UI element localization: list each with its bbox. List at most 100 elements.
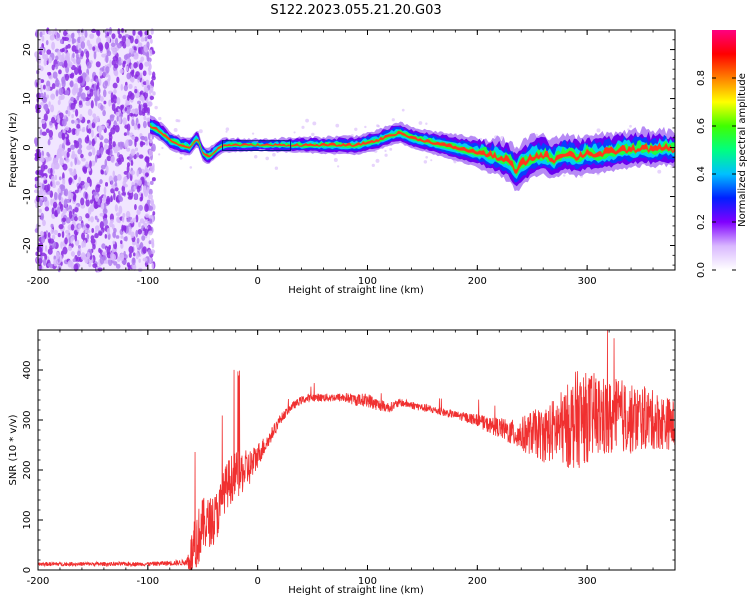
noise-speckle [53,258,58,267]
noise-speckle [123,84,129,92]
noise-speckle [98,231,103,237]
noise-speckle [126,130,130,136]
noise-speckle [94,135,98,141]
noise-speckle [78,100,83,106]
noise-speckle [148,188,153,195]
noise-speckle [103,89,107,98]
noise-speckle [143,91,149,99]
noise-speckle [119,68,124,74]
ridge-halo-speckle [198,129,203,134]
noise-speckle [39,156,45,163]
noise-speckle [87,90,90,95]
noise-speckle [85,75,90,83]
noise-speckle [106,50,112,57]
noise-speckle [76,123,81,129]
noise-speckle [130,170,136,175]
noise-speckle [60,197,64,204]
noise-speckle [149,49,153,57]
noise-speckle [43,175,47,181]
noise-speckle [102,195,106,203]
noise-speckle [103,138,109,144]
noise-speckle [123,225,127,233]
noise-speckle [78,216,81,221]
noise-speckle [67,260,73,268]
noise-speckle [71,37,75,45]
noise-speckle [46,151,50,157]
noise-speckle [96,184,101,188]
colorbar-tick-label: 0.8 [696,70,707,86]
noise-speckle [139,62,143,70]
noise-speckle [94,98,98,107]
noise-speckle [144,36,148,42]
noise-speckle [91,123,96,129]
noise-speckle [48,101,51,107]
ridge-halo-speckle [384,153,388,157]
ridge-halo-speckle [189,166,193,169]
noise-speckle [110,188,115,194]
noise-speckle [72,57,76,64]
noise-speckle [72,258,76,263]
spectrogram-noise-region [33,26,676,273]
noise-speckle [58,54,64,62]
noise-speckle [93,83,97,91]
noise-speckle [108,26,112,35]
ridge-halo-speckle [265,156,270,161]
ridge-band-green [150,122,675,177]
noise-speckle [99,96,104,102]
ridge-halo-speckle [657,169,662,174]
noise-speckle [109,213,114,222]
noise-speckle [144,61,150,67]
x-tick-label: -200 [27,276,50,287]
noise-speckle [66,151,70,158]
noise-speckle [118,154,124,160]
noise-speckle [64,237,68,245]
noise-speckle [81,157,86,162]
noise-speckle [123,132,128,136]
noise-speckle [67,245,73,251]
noise-speckle [136,169,140,177]
noise-speckle [61,133,65,141]
noise-speckle [146,160,150,168]
noise-speckle [125,38,131,47]
noise-speckle [114,37,119,45]
noise-speckle [139,72,143,79]
noise-speckle [129,35,134,44]
noise-speckle [92,243,96,250]
noise-speckle [121,35,127,44]
noise-speckle [54,210,58,217]
colorbar-tick-label: 0.6 [696,118,707,134]
noise-speckle [58,224,64,230]
noise-speckle [92,191,98,196]
noise-speckle [123,176,128,183]
noise-speckle [150,38,153,44]
noise-speckle [139,196,143,202]
noise-speckle [144,156,150,161]
noise-speckle [108,133,113,141]
noise-speckle [124,139,129,148]
noise-speckle [151,262,154,270]
noise-speckle [94,203,99,209]
noise-speckle [134,203,137,211]
noise-speckle [79,86,83,93]
noise-speckle [132,263,137,271]
noise-speckle [143,115,147,121]
noise-speckle [100,125,106,130]
noise-speckle [137,100,142,105]
noise-speckle [142,185,147,190]
noise-speckle [91,28,97,34]
noise-speckle [117,28,121,35]
noise-speckle [94,225,100,232]
noise-speckle [113,89,117,94]
noise-speckle [140,135,146,140]
x-tick-label: 300 [578,276,597,287]
ridge-halo-speckle [175,119,179,123]
noise-speckle [105,259,109,264]
noise-speckle [111,248,117,253]
noise-speckle [134,38,139,45]
noise-speckle [152,91,156,96]
noise-speckle [61,47,65,52]
noise-speckle [125,210,131,219]
noise-speckle [100,147,104,155]
noise-speckle [41,183,45,190]
noise-speckle [117,56,122,62]
